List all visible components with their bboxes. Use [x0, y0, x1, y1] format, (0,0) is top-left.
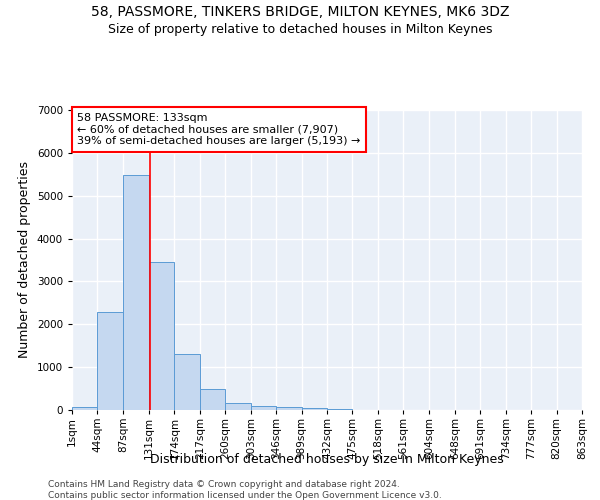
Text: 58, PASSMORE, TINKERS BRIDGE, MILTON KEYNES, MK6 3DZ: 58, PASSMORE, TINKERS BRIDGE, MILTON KEY… [91, 5, 509, 19]
Bar [327, 409, 352, 410]
Text: Distribution of detached houses by size in Milton Keynes: Distribution of detached houses by size … [150, 452, 504, 466]
Bar [251, 406, 276, 410]
Y-axis label: Number of detached properties: Number of detached properties [18, 162, 31, 358]
Bar [72, 406, 97, 410]
Bar [276, 408, 302, 410]
Text: Contains HM Land Registry data © Crown copyright and database right 2024.: Contains HM Land Registry data © Crown c… [48, 480, 400, 489]
Bar [175, 354, 200, 410]
Bar [225, 403, 251, 410]
Text: Size of property relative to detached houses in Milton Keynes: Size of property relative to detached ho… [108, 22, 492, 36]
Bar [149, 262, 175, 410]
Bar [97, 312, 123, 410]
Bar [123, 175, 149, 410]
Text: 58 PASSMORE: 133sqm
← 60% of detached houses are smaller (7,907)
39% of semi-det: 58 PASSMORE: 133sqm ← 60% of detached ho… [77, 113, 361, 146]
Bar [302, 408, 327, 410]
Text: Contains public sector information licensed under the Open Government Licence v3: Contains public sector information licen… [48, 491, 442, 500]
Bar [200, 390, 225, 410]
